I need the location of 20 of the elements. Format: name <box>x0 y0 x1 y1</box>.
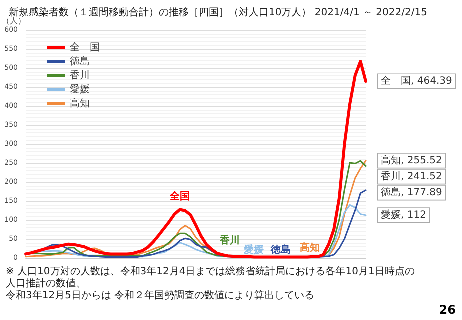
text: 26 <box>439 303 456 317</box>
legend-label: 徳島 <box>70 56 90 68</box>
annotation: 全国 <box>169 190 190 203</box>
data-label: 徳島, 177.89 <box>381 186 442 198</box>
data-label: 高知, 255.52 <box>381 154 442 166</box>
annotation: 愛媛 <box>244 244 264 256</box>
y-axis-title: （人） <box>2 16 26 26</box>
annotation: 香川 <box>219 234 240 246</box>
chart-title: 新規感染者数（１週間移動合計）の推移［四国］（対人口10万人） 2021/4/1 ～ 2022/2/15 <box>9 6 428 18</box>
data-label: 全 国, 464.39 <box>381 75 452 88</box>
legend-label: 全 国 <box>70 42 100 54</box>
legend-label: 高知 <box>70 98 90 110</box>
data-label: 愛媛, 112 <box>381 208 426 221</box>
data-label: 香川, 241.52 <box>381 170 442 182</box>
annotation: 高知 <box>300 242 320 254</box>
text: 令和3年12月5日からは 令和２年国勢調査の数値により算出している <box>6 290 315 302</box>
annotation: 徳島 <box>270 244 291 256</box>
legend-label: 香川 <box>70 70 90 82</box>
legend-label: 愛媛 <box>70 84 90 96</box>
text: ※ 人口10万対の人数は、令和3年12月4日までは総務省統計局における各年10月1日時点の人口推計の数値、 <box>6 266 415 290</box>
